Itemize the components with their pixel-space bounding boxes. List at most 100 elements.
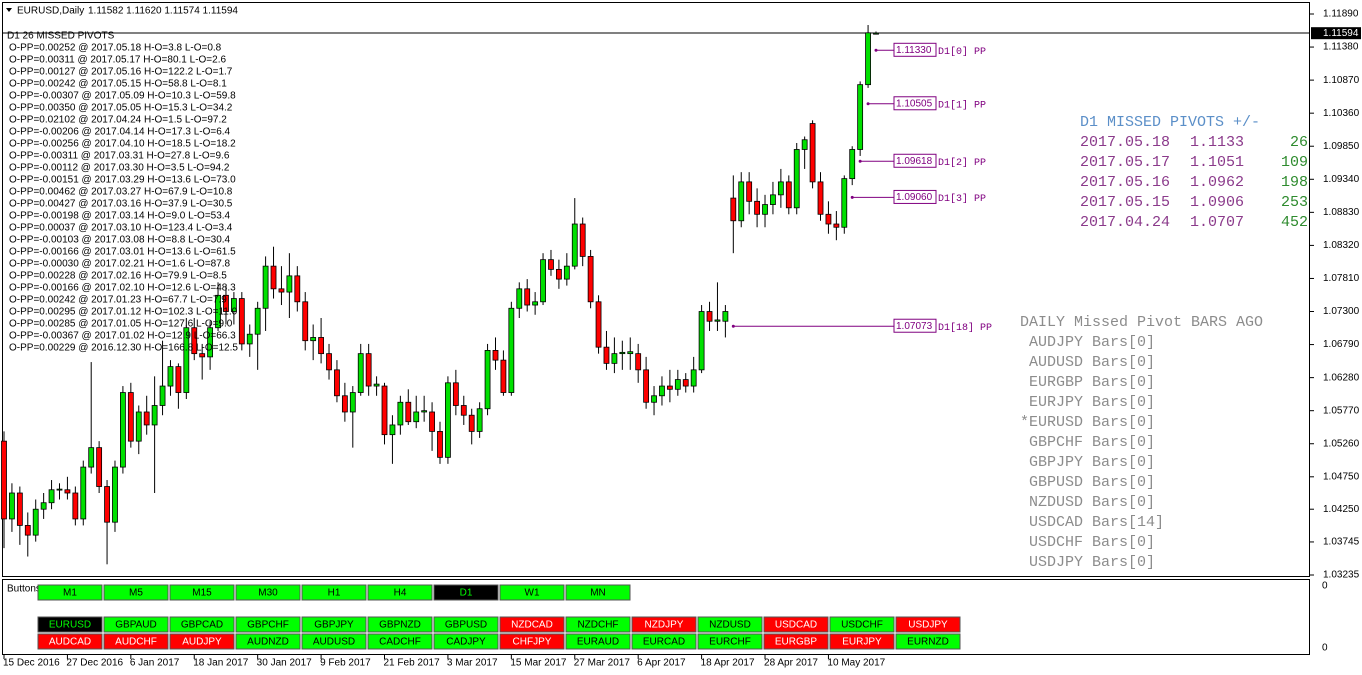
button-label[interactable]: NZDUSD	[709, 620, 751, 631]
button[interactable]	[433, 584, 499, 601]
button-label[interactable]: EURUSD	[49, 620, 91, 631]
menu-arrow[interactable]	[6, 8, 12, 12]
button[interactable]	[433, 616, 499, 633]
candle-body	[476, 408, 483, 432]
button[interactable]	[565, 584, 631, 601]
button-label[interactable]: CADCHF	[379, 637, 421, 648]
button[interactable]	[895, 633, 961, 650]
button-label[interactable]: GBPCAD	[181, 620, 223, 631]
pivot-name: D1[0] PP	[938, 46, 986, 58]
button-label[interactable]: EURCHF	[709, 637, 751, 648]
button[interactable]	[301, 633, 367, 650]
last-price-label: 1.11594	[1323, 28, 1359, 39]
button[interactable]	[367, 584, 433, 601]
button-label[interactable]: GBPAUD	[115, 620, 157, 631]
button-label[interactable]: AUDNZD	[247, 637, 289, 648]
button[interactable]	[499, 633, 565, 650]
button-label[interactable]: M5	[129, 588, 143, 599]
button[interactable]	[301, 616, 367, 633]
button[interactable]	[433, 633, 499, 650]
button[interactable]	[103, 633, 169, 650]
candle-body	[738, 181, 745, 222]
button[interactable]	[499, 616, 565, 633]
button-label[interactable]: MN	[590, 588, 606, 599]
button-label[interactable]: AUDJPY	[182, 637, 222, 648]
button-label[interactable]: CHFJPY	[513, 637, 552, 648]
candle-body	[500, 359, 507, 393]
button[interactable]	[565, 616, 631, 633]
button[interactable]	[367, 616, 433, 633]
candle-body	[468, 414, 475, 432]
button-label[interactable]: M15	[192, 588, 212, 599]
button-label[interactable]: D1	[460, 588, 473, 599]
button-label[interactable]: H4	[394, 588, 407, 599]
button[interactable]	[631, 616, 697, 633]
missed-line: O-PP=0.00127 @ 2017.05.16 H-O=122.2 L-O=…	[9, 67, 233, 78]
pivot-name: D1[18] PP	[938, 322, 992, 334]
button[interactable]	[829, 633, 895, 650]
button-label[interactable]: GBPNZD	[379, 620, 421, 631]
button-label[interactable]: USDCAD	[775, 620, 817, 631]
button-label[interactable]: M1	[63, 588, 77, 599]
button-label[interactable]: NZDCAD	[511, 620, 553, 631]
button-label[interactable]: USDJPY	[908, 620, 948, 631]
missed-line: O-PP=-0.00166 @ 2017.03.01 H-O=13.6 L-O=…	[9, 247, 236, 258]
button-label[interactable]: EURCAD	[643, 637, 685, 648]
button-label[interactable]: H1	[328, 588, 341, 599]
button-label[interactable]: EURJPY	[842, 637, 882, 648]
button-label[interactable]: CADJPY	[446, 637, 486, 648]
button[interactable]	[697, 616, 763, 633]
button-label[interactable]: USDCHF	[841, 620, 883, 631]
button-label[interactable]: M30	[258, 588, 278, 599]
button[interactable]	[103, 584, 169, 601]
y-tick-label: 1.08830	[1323, 207, 1360, 218]
y-tick-label: 1.06280	[1323, 372, 1360, 383]
button-label[interactable]: GBPCHF	[247, 620, 289, 631]
button-label[interactable]: EURNZD	[907, 637, 949, 648]
button[interactable]	[103, 616, 169, 633]
candle-body	[460, 405, 467, 416]
y-tick-label: 1.06790	[1323, 339, 1360, 350]
button[interactable]	[37, 584, 103, 601]
pivot-dot	[850, 195, 854, 199]
button[interactable]	[235, 584, 301, 601]
pivot-name: D1[3] PP	[938, 193, 986, 205]
button[interactable]	[895, 616, 961, 633]
button[interactable]	[37, 633, 103, 650]
button[interactable]	[565, 633, 631, 650]
candle-body	[706, 311, 713, 322]
button[interactable]	[169, 633, 235, 650]
button-label[interactable]: AUDCHF	[115, 637, 157, 648]
button[interactable]	[235, 633, 301, 650]
button[interactable]	[301, 584, 367, 601]
button[interactable]	[169, 584, 235, 601]
button[interactable]	[37, 616, 103, 633]
row-price: 1.1133	[1190, 134, 1244, 151]
button-label[interactable]: AUDCAD	[49, 637, 91, 648]
candle-body	[595, 301, 602, 348]
button-label[interactable]: GBPUSD	[445, 620, 487, 631]
button[interactable]	[697, 633, 763, 650]
pivot-panel-title: D1 MISSED PIVOTS +/-	[1080, 114, 1260, 131]
button[interactable]	[367, 633, 433, 650]
candle-body	[746, 181, 753, 202]
button-label[interactable]: EURGBP	[775, 637, 818, 648]
button-label[interactable]: GBPJPY	[314, 620, 354, 631]
missed-line: O-PP=0.00427 @ 2017.03.16 H-O=37.9 L-O=3…	[9, 199, 233, 210]
button-label[interactable]: NZDCHF	[577, 620, 618, 631]
button-label[interactable]: AUDUSD	[313, 637, 355, 648]
button-label[interactable]: W1	[525, 588, 540, 599]
button[interactable]	[829, 616, 895, 633]
button[interactable]	[631, 633, 697, 650]
button[interactable]	[169, 616, 235, 633]
candle-body	[397, 401, 404, 426]
button-label[interactable]: NZDJPY	[645, 620, 684, 631]
button[interactable]	[763, 616, 829, 633]
button-label[interactable]: EURAUD	[577, 637, 619, 648]
candle-body	[64, 489, 71, 494]
pivot-name: D1[1] PP	[938, 99, 986, 111]
candle-body	[246, 333, 253, 345]
button[interactable]	[499, 584, 565, 601]
button[interactable]	[235, 616, 301, 633]
button[interactable]	[763, 633, 829, 650]
